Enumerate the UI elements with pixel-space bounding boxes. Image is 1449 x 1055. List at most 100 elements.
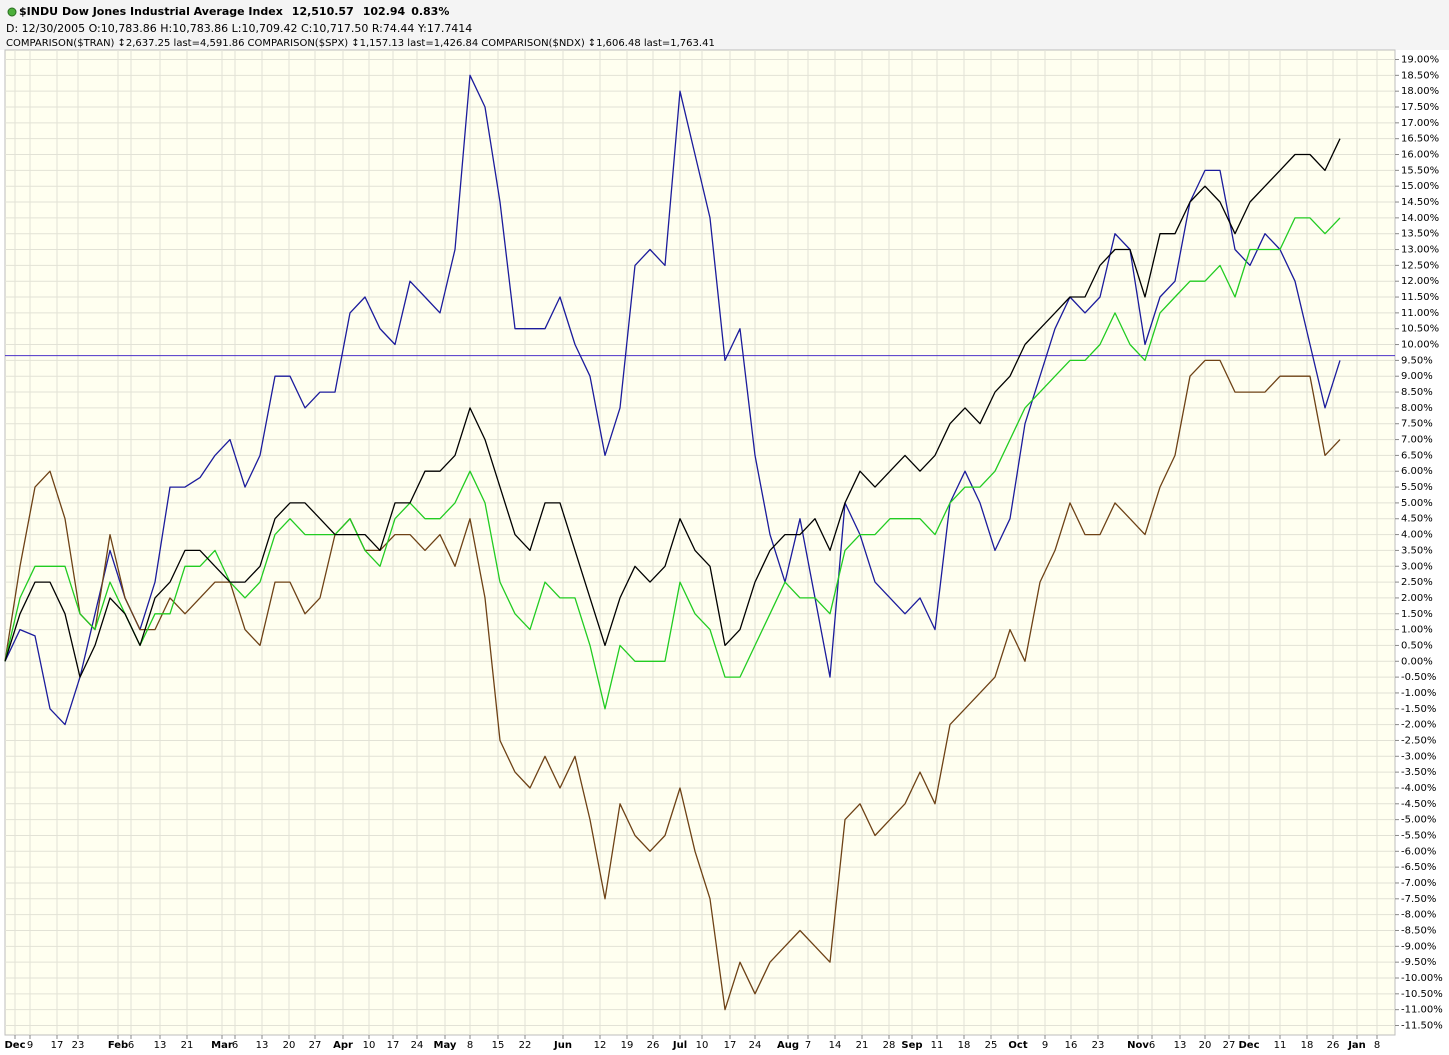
header-text: $INDU: [19, 5, 58, 18]
y-tick-label: 7.50%: [1401, 419, 1433, 430]
y-tick-label: 6.50%: [1401, 450, 1433, 461]
status-icon: [7, 7, 17, 17]
legend-name: COMPARISON($TRAN): [6, 38, 115, 49]
x-tick-label: 27: [1223, 1040, 1236, 1051]
y-tick-label: 11.50%: [1401, 292, 1439, 303]
y-tick-label: 0.50%: [1401, 640, 1433, 651]
header-text: Dow Jones Industrial Average Index: [62, 5, 283, 18]
y-tick-label: 12.50%: [1401, 260, 1439, 271]
y-tick-label: 5.00%: [1401, 498, 1433, 509]
y-tick-label: -4.00%: [1401, 783, 1436, 794]
y-tick-label: -5.50%: [1401, 830, 1436, 841]
y-tick-label: 17.50%: [1401, 102, 1439, 113]
y-tick-label: -2.50%: [1401, 735, 1436, 746]
x-tick-label: 16: [1065, 1040, 1078, 1051]
x-tick-label: 6: [128, 1040, 134, 1051]
header-text: 0.83%: [411, 5, 449, 18]
y-tick-label: -9.50%: [1401, 957, 1436, 968]
y-tick-label: 0.00%: [1401, 656, 1433, 667]
x-tick-label: 17: [51, 1040, 64, 1051]
y-tick-label: 17.00%: [1401, 118, 1439, 129]
legend-name: COMPARISON($NDX): [481, 38, 585, 49]
series-line: [4, 138, 1341, 678]
x-tick-label: Oct: [1008, 1040, 1027, 1051]
y-tick-label: 15.50%: [1401, 165, 1439, 176]
y-tick-label: 5.50%: [1401, 482, 1433, 493]
y-tick-label: -3.00%: [1401, 751, 1436, 762]
x-tick-label: 26: [1327, 1040, 1340, 1051]
legend-detail: ↕1,157.13 last=1,426.84: [351, 38, 478, 49]
y-tick-label: -11.50%: [1401, 1020, 1443, 1031]
y-tick-label: -1.00%: [1401, 688, 1436, 699]
x-tick-label: Jul: [672, 1040, 687, 1051]
x-tick-label: 6: [232, 1040, 238, 1051]
y-tick-label: 13.00%: [1401, 245, 1439, 256]
x-tick-label: Dec: [4, 1040, 25, 1051]
y-tick-label: -6.00%: [1401, 846, 1436, 857]
y-tick-label: -7.00%: [1401, 878, 1436, 889]
x-tick-label: 17: [724, 1040, 737, 1051]
y-tick-label: -10.00%: [1401, 973, 1443, 984]
x-tick-label: Mar: [211, 1040, 233, 1051]
x-tick-label: 27: [309, 1040, 322, 1051]
x-tick-label: 13: [1174, 1040, 1187, 1051]
y-tick-label: -10.50%: [1401, 989, 1443, 1000]
y-tick-label: 18.50%: [1401, 70, 1439, 81]
y-tick-label: -2.00%: [1401, 720, 1436, 731]
y-tick-label: -4.50%: [1401, 799, 1436, 810]
x-tick-label: 28: [883, 1040, 896, 1051]
x-tick-label: Sep: [901, 1040, 922, 1051]
x-tick-label: 21: [856, 1040, 869, 1051]
y-tick-label: -0.50%: [1401, 672, 1436, 683]
series-line: [4, 217, 1341, 710]
x-tick-label: 23: [72, 1040, 85, 1051]
x-tick-label: 12: [594, 1040, 607, 1051]
y-tick-label: 13.50%: [1401, 229, 1439, 240]
x-tick-label: 20: [283, 1040, 296, 1051]
y-tick-label: -5.00%: [1401, 815, 1436, 826]
x-tick-label: 24: [749, 1040, 762, 1051]
series-line: [4, 359, 1341, 1011]
x-tick-label: 13: [154, 1040, 167, 1051]
header-text: 12,510.57: [292, 5, 354, 18]
x-tick-label: Apr: [333, 1040, 353, 1051]
x-tick-label: 21: [181, 1040, 194, 1051]
y-tick-label: 8.00%: [1401, 403, 1433, 414]
series-line: [4, 74, 1341, 726]
x-tick-label: 9: [27, 1040, 33, 1051]
x-tick-label: 10: [363, 1040, 376, 1051]
x-tick-label: Nov: [1127, 1040, 1149, 1051]
x-tick-label: 23: [1092, 1040, 1105, 1051]
y-tick-label: 12.00%: [1401, 276, 1439, 287]
y-tick-label: 19.00%: [1401, 55, 1439, 66]
y-tick-label: 10.50%: [1401, 324, 1439, 335]
y-tick-label: 8.50%: [1401, 387, 1433, 398]
y-tick-label: -1.50%: [1401, 704, 1436, 715]
x-tick-label: 15: [492, 1040, 505, 1051]
x-tick-label: 17: [387, 1040, 400, 1051]
x-tick-label: 20: [1199, 1040, 1212, 1051]
y-tick-label: 11.00%: [1401, 308, 1439, 319]
legend-detail: ↕2,637.25 last=4,591.86: [117, 38, 244, 49]
y-tick-label: -8.50%: [1401, 925, 1436, 936]
y-tick-label: 16.50%: [1401, 134, 1439, 145]
x-tick-label: 14: [829, 1040, 842, 1051]
x-tick-label: 26: [647, 1040, 660, 1051]
y-tick-label: 9.50%: [1401, 355, 1433, 366]
y-tick-label: 7.00%: [1401, 435, 1433, 446]
x-tick-label: Jun: [553, 1040, 572, 1051]
ohlc-text: D: 12/30/2005 O:10,783.86 H:10,783.86 L:…: [6, 22, 472, 35]
y-tick-label: -6.50%: [1401, 862, 1436, 873]
x-tick-label: 10: [696, 1040, 709, 1051]
y-tick-label: 10.00%: [1401, 340, 1439, 351]
x-tick-label: 19: [621, 1040, 634, 1051]
x-tick-label: 24: [411, 1040, 424, 1051]
y-tick-label: -9.00%: [1401, 941, 1436, 952]
legend-name: COMPARISON($SPX): [248, 38, 349, 49]
y-tick-label: 6.00%: [1401, 466, 1433, 477]
y-tick-label: -7.50%: [1401, 894, 1436, 905]
x-tick-label: Aug: [777, 1040, 799, 1051]
y-tick-label: -3.50%: [1401, 767, 1436, 778]
y-tick-label: 2.00%: [1401, 593, 1433, 604]
